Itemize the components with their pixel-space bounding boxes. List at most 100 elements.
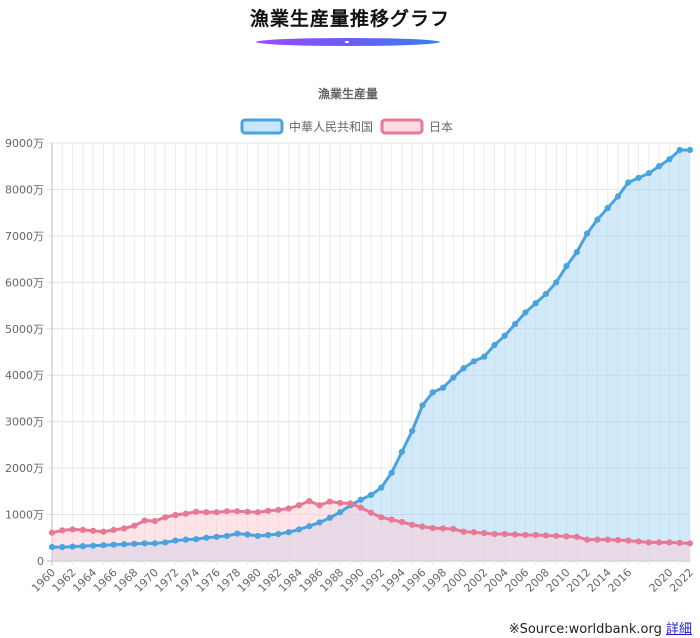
- data-point-series-1[interactable]: [419, 523, 426, 530]
- data-point-series-0[interactable]: [326, 514, 333, 521]
- data-point-series-0[interactable]: [460, 365, 467, 372]
- data-point-series-1[interactable]: [295, 502, 303, 509]
- data-point-series-1[interactable]: [141, 517, 148, 524]
- data-point-series-0[interactable]: [295, 526, 303, 533]
- data-point-series-0[interactable]: [532, 300, 539, 307]
- legend[interactable]: 中華人民共和国 日本: [240, 118, 453, 135]
- data-point-series-0[interactable]: [439, 384, 447, 391]
- data-point-series-0[interactable]: [69, 543, 76, 550]
- data-point-series-1[interactable]: [398, 518, 405, 526]
- data-point-series-1[interactable]: [491, 530, 498, 538]
- data-point-series-1[interactable]: [100, 528, 107, 535]
- data-point-series-1[interactable]: [316, 502, 323, 509]
- legend-item-japan[interactable]: 日本: [380, 118, 453, 135]
- data-point-series-0[interactable]: [110, 541, 117, 548]
- data-point-series-0[interactable]: [398, 448, 405, 455]
- data-point-series-0[interactable]: [604, 204, 611, 212]
- data-point-series-0[interactable]: [275, 530, 282, 538]
- data-point-series-0[interactable]: [367, 491, 375, 499]
- data-point-series-0[interactable]: [316, 519, 323, 526]
- data-point-series-1[interactable]: [522, 531, 529, 539]
- data-point-series-1[interactable]: [213, 509, 220, 516]
- data-point-series-1[interactable]: [48, 529, 56, 536]
- data-point-series-0[interactable]: [213, 533, 220, 540]
- data-point-series-0[interactable]: [686, 146, 694, 154]
- data-point-series-1[interactable]: [79, 526, 86, 533]
- legend-item-china[interactable]: 中華人民共和国: [240, 118, 373, 135]
- data-point-series-1[interactable]: [275, 506, 282, 514]
- data-point-series-0[interactable]: [120, 541, 128, 548]
- data-point-series-1[interactable]: [90, 527, 97, 534]
- data-point-series-0[interactable]: [48, 543, 56, 551]
- data-point-series-0[interactable]: [162, 539, 169, 546]
- data-point-series-1[interactable]: [501, 530, 508, 538]
- data-point-series-0[interactable]: [265, 531, 272, 539]
- data-point-series-1[interactable]: [645, 539, 652, 546]
- data-point-series-0[interactable]: [182, 536, 189, 543]
- data-point-series-1[interactable]: [337, 499, 344, 507]
- data-point-series-0[interactable]: [90, 542, 97, 549]
- data-point-series-0[interactable]: [573, 249, 580, 256]
- data-point-series-1[interactable]: [120, 525, 128, 532]
- data-point-series-1[interactable]: [367, 509, 375, 516]
- data-point-series-1[interactable]: [594, 536, 601, 543]
- data-point-series-0[interactable]: [614, 193, 622, 200]
- data-point-series-1[interactable]: [244, 508, 251, 515]
- data-point-series-0[interactable]: [501, 332, 508, 339]
- data-point-series-1[interactable]: [460, 528, 467, 535]
- data-point-series-1[interactable]: [409, 521, 416, 528]
- data-point-series-1[interactable]: [306, 497, 313, 505]
- data-point-series-0[interactable]: [141, 540, 148, 547]
- data-point-series-1[interactable]: [429, 524, 436, 532]
- data-point-series-0[interactable]: [450, 374, 457, 381]
- data-point-series-0[interactable]: [131, 540, 138, 547]
- data-point-series-1[interactable]: [151, 517, 158, 525]
- data-point-series-0[interactable]: [635, 174, 642, 181]
- data-point-series-1[interactable]: [542, 532, 550, 539]
- data-point-series-1[interactable]: [347, 500, 354, 507]
- data-point-series-0[interactable]: [522, 309, 529, 316]
- data-point-series-1[interactable]: [553, 532, 560, 540]
- data-point-series-1[interactable]: [635, 538, 642, 545]
- data-point-series-0[interactable]: [337, 509, 344, 516]
- data-point-series-1[interactable]: [172, 511, 179, 519]
- data-point-series-1[interactable]: [223, 508, 231, 515]
- data-point-series-0[interactable]: [481, 353, 488, 360]
- data-point-series-0[interactable]: [234, 530, 241, 537]
- data-point-series-0[interactable]: [388, 469, 395, 476]
- data-point-series-1[interactable]: [532, 531, 539, 539]
- data-point-series-1[interactable]: [254, 509, 261, 516]
- data-point-series-0[interactable]: [100, 542, 107, 549]
- data-point-series-0[interactable]: [645, 170, 652, 177]
- data-point-series-1[interactable]: [388, 516, 395, 523]
- data-point-series-0[interactable]: [59, 543, 66, 551]
- data-point-series-1[interactable]: [481, 530, 488, 537]
- data-point-series-0[interactable]: [223, 532, 231, 540]
- data-point-series-1[interactable]: [203, 509, 210, 516]
- data-point-series-0[interactable]: [542, 290, 550, 298]
- data-point-series-0[interactable]: [429, 389, 436, 396]
- data-point-series-0[interactable]: [306, 523, 313, 530]
- data-point-series-0[interactable]: [378, 484, 385, 491]
- data-point-series-1[interactable]: [584, 536, 591, 543]
- data-point-series-0[interactable]: [470, 358, 477, 365]
- data-point-series-1[interactable]: [162, 514, 169, 521]
- data-point-series-1[interactable]: [357, 504, 364, 511]
- data-point-series-0[interactable]: [676, 146, 683, 154]
- data-point-series-1[interactable]: [285, 505, 292, 512]
- data-point-series-0[interactable]: [357, 496, 364, 503]
- data-point-series-0[interactable]: [584, 230, 591, 237]
- data-point-series-1[interactable]: [378, 514, 385, 521]
- data-point-series-0[interactable]: [656, 163, 663, 170]
- data-point-series-0[interactable]: [79, 543, 86, 550]
- data-point-series-1[interactable]: [265, 507, 272, 514]
- data-point-series-0[interactable]: [244, 531, 251, 538]
- data-point-series-0[interactable]: [409, 427, 416, 435]
- data-point-series-0[interactable]: [625, 179, 632, 186]
- data-point-series-1[interactable]: [59, 527, 66, 534]
- data-point-series-0[interactable]: [192, 536, 200, 543]
- data-point-series-1[interactable]: [131, 522, 138, 529]
- data-point-series-1[interactable]: [573, 533, 580, 540]
- data-point-series-1[interactable]: [563, 533, 570, 540]
- data-point-series-1[interactable]: [614, 537, 622, 544]
